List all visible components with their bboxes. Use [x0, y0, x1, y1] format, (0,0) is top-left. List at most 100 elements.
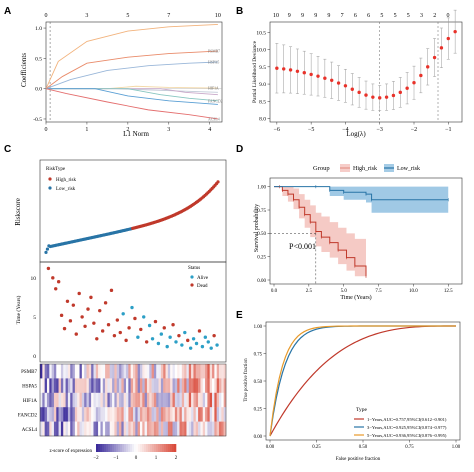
- colorbar-segment: [166, 444, 169, 452]
- panel-b-ytick-label: 9.0: [259, 82, 266, 88]
- colorbar-segment: [126, 444, 129, 452]
- heatmap-cell: [77, 407, 80, 422]
- heatmap-cell: [135, 392, 138, 408]
- heatmap-cell: [72, 407, 76, 422]
- heatmap-cell: [170, 364, 173, 379]
- heatmap-cell: [53, 378, 57, 393]
- heatmap-cell: [60, 378, 64, 393]
- roc-ytick-label: 1.00: [254, 325, 263, 330]
- panel-b-ytick-label: 10.5: [256, 30, 266, 36]
- heatmap-cell: [209, 378, 213, 393]
- heatmap-cell: [144, 392, 148, 408]
- heatmap-cell: [135, 421, 138, 437]
- heatmap-cell: [42, 392, 45, 408]
- heatmap-cell: [170, 421, 173, 437]
- heatmap-cell: [72, 421, 76, 437]
- heatmap-cell: [135, 378, 138, 393]
- colorbar-segment: [144, 444, 147, 452]
- heatmap-cell: [193, 378, 196, 393]
- heatmap-cell: [81, 364, 85, 379]
- heatmap-cell: [135, 364, 138, 379]
- heatmap-row-label: PSMB7: [21, 370, 37, 375]
- km-curve-0: [274, 186, 367, 277]
- heatmap-cell: [51, 378, 55, 393]
- heatmap-cell: [172, 392, 176, 408]
- heatmap-cell: [74, 407, 78, 422]
- heatmap-cell: [214, 392, 217, 408]
- heatmap-cell: [130, 364, 134, 379]
- deviance-point: [302, 70, 306, 75]
- heatmap-cell: [53, 421, 57, 437]
- km-ytick-label: 0.50: [257, 232, 266, 237]
- heatmap-cell: [186, 364, 189, 379]
- heatmap-cell: [184, 407, 187, 422]
- panel-a-xtick-label: 1: [85, 127, 88, 133]
- time-point: [206, 340, 210, 344]
- deviance-point: [378, 96, 382, 100]
- heatmap-cell: [186, 378, 189, 393]
- heatmap-cell: [179, 364, 183, 379]
- heatmap-cell: [58, 407, 62, 422]
- time-point: [133, 316, 137, 321]
- heatmap-cell: [46, 392, 50, 408]
- colorbar-segment: [146, 444, 149, 452]
- heatmap-cell: [77, 421, 80, 437]
- colorbar-segment: [122, 444, 125, 452]
- heatmap-cell: [163, 378, 166, 393]
- time-point: [150, 337, 155, 341]
- heatmap-cell: [84, 364, 87, 379]
- time-point: [56, 280, 61, 284]
- heatmap-cell: [198, 421, 201, 437]
- panel-a-xtick-label: 0: [45, 127, 48, 133]
- time-point: [62, 326, 67, 331]
- heatmap-cell: [221, 364, 224, 379]
- roc-xtick-label: 0.25: [312, 445, 321, 450]
- heatmap-cell: [174, 407, 178, 422]
- heatmap-cell: [165, 378, 169, 393]
- time-point: [124, 338, 128, 343]
- colorbar-tick-label: −2: [93, 456, 99, 461]
- roc-ytick-label: 0.50: [254, 380, 263, 385]
- panel-a-ylabel: Coefficients: [20, 53, 28, 87]
- heatmap-cell: [156, 421, 159, 437]
- heatmap-cell: [51, 407, 55, 422]
- heatmap-cell: [212, 392, 215, 408]
- heatmap-cell: [126, 407, 129, 422]
- heatmap-cell: [67, 392, 71, 408]
- heatmap-cell: [123, 407, 127, 422]
- heatmap-cell: [84, 378, 87, 393]
- km-ytick-label: 0.00: [257, 279, 266, 284]
- heatmap-cell: [177, 392, 180, 408]
- panel-b-xtick-label: −6: [274, 127, 280, 133]
- heatmap-cell: [158, 421, 162, 437]
- panel-a-ytick-label: -0.5: [33, 117, 42, 123]
- heatmap-cell: [42, 421, 45, 437]
- panel-a-ytick-label: 1.0: [35, 26, 42, 32]
- time-point: [51, 276, 55, 280]
- heatmap-cell: [160, 364, 164, 379]
- heatmap-cell: [72, 364, 76, 379]
- time-point: [121, 312, 125, 316]
- time-point: [188, 346, 193, 350]
- heatmap-cell: [137, 421, 141, 437]
- heatmap-cell: [74, 392, 78, 408]
- risktype-legend-title: RiskType: [46, 167, 66, 172]
- heatmap-cell: [44, 378, 48, 393]
- roc-legend-label-5y: 5−Years,AUC=0.936,95%CI(0.876−0.995): [367, 433, 447, 439]
- heatmap-cell: [77, 378, 80, 393]
- heatmap-cell: [86, 407, 90, 422]
- heatmap-cell: [146, 378, 150, 393]
- riskscore-point: [216, 180, 220, 184]
- heatmap-cell: [79, 364, 83, 379]
- time-point: [65, 299, 70, 303]
- heatmap-cell: [107, 407, 110, 422]
- heatmap-cell: [181, 392, 185, 408]
- heatmap-cell: [98, 364, 101, 379]
- heatmap-cell: [128, 392, 131, 408]
- heatmap-cell: [84, 407, 87, 422]
- heatmap-cell: [114, 364, 117, 379]
- heatmap-cell: [88, 378, 92, 393]
- heatmap-cell: [126, 378, 129, 393]
- legend-label-dead: Dead: [197, 284, 208, 289]
- heatmap-cell: [107, 392, 110, 408]
